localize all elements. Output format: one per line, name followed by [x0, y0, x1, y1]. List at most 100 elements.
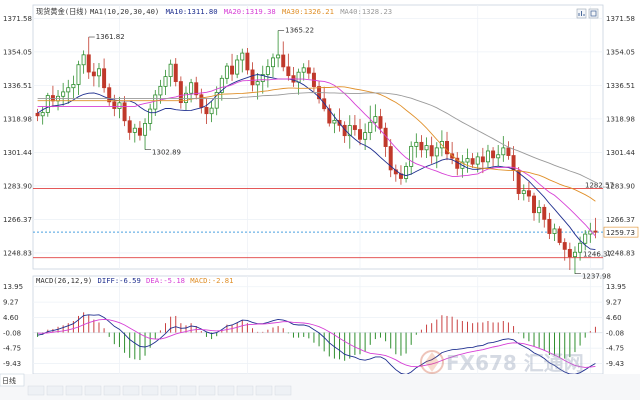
candle-body [485, 150, 490, 163]
candle-body [506, 147, 511, 156]
candle-body [183, 92, 188, 104]
bottom-tab [217, 385, 235, 396]
line-ma10 [37, 74, 596, 251]
candle-body [250, 69, 255, 86]
macd-y-tick-left-4: -4.75 [3, 345, 21, 353]
candle-body [168, 63, 173, 78]
candle-body [301, 67, 306, 73]
period-tab[interactable]: 日线 [0, 373, 25, 387]
candle-body [66, 87, 71, 93]
candle-body [547, 218, 552, 234]
candle-body [173, 63, 178, 82]
candle-body [583, 233, 588, 244]
candle-body [86, 54, 91, 73]
y-tick-right-2: 1336.51 [606, 82, 635, 90]
candle-body [281, 54, 286, 68]
candle-body [352, 125, 357, 130]
annotation-2: 1302.89 [152, 149, 181, 157]
candle-body [76, 64, 81, 85]
candle-body [148, 108, 153, 124]
bottom-tab [179, 385, 197, 396]
candle-body [537, 206, 542, 214]
candle-body [117, 102, 122, 109]
candle-body [373, 116, 378, 123]
line-ma20 [37, 78, 596, 237]
candle-body [552, 228, 557, 234]
y-tick-left-2: 1336.51 [3, 82, 32, 90]
y-tick-right-3: 1318.98 [606, 115, 635, 123]
expand-icon[interactable] [588, 8, 599, 19]
candle-body [230, 65, 235, 75]
bottom-tab [122, 385, 140, 396]
macd-legend-item-1: DIFF:-6.59 [98, 276, 141, 285]
candle-body [71, 84, 76, 89]
candle-body [347, 125, 352, 137]
annotation-0: 1361.82 [96, 33, 125, 41]
candle-body [327, 108, 332, 124]
bottom-tab [141, 385, 159, 396]
candle-body [470, 158, 475, 165]
candle-body [388, 146, 393, 171]
bottom-tab [84, 385, 102, 396]
bottom-tab [160, 385, 178, 396]
candle-body [219, 77, 224, 93]
candle-body [501, 147, 506, 156]
legend-item-0: MA1(10,20,30,40) [90, 7, 159, 16]
candle-body [61, 91, 66, 97]
candle-body [414, 141, 419, 147]
candle-body [209, 107, 214, 115]
chart-title: 现货黄金(日线) [36, 7, 88, 16]
candle-body [102, 68, 107, 89]
candle-body [260, 74, 265, 82]
moving-averages [37, 74, 596, 251]
candle-body [255, 81, 260, 86]
annotation-1: 1365.22 [285, 27, 314, 35]
y-tick-right-6: 1266.37 [606, 216, 635, 224]
macd-legend-item-3: MACD:-2.81 [190, 276, 233, 285]
candle-body [143, 123, 148, 136]
candle-body [96, 68, 101, 77]
candle-body [265, 66, 270, 75]
bottom-tab [236, 385, 254, 396]
settings-icon[interactable] [576, 8, 587, 19]
y-tick-right-0: 1371.58 [606, 15, 635, 23]
candle-body [332, 119, 337, 124]
horizontal-lines: 1282.57 1246.37 [33, 181, 614, 259]
candle-body [127, 120, 132, 133]
fx678-watermark: FX678 汇通网 [420, 350, 584, 375]
candle-body [521, 190, 526, 194]
y-tick-left-7: 1248.83 [3, 249, 32, 257]
candle-body [178, 81, 183, 103]
candle-body [245, 52, 250, 71]
price-tag-label: 1259.73 [606, 229, 635, 237]
y-tick-right-4: 1301.44 [606, 149, 635, 157]
legend: MA1(10,20,30,40) MA10:1311.80 MA20:1319.38… [36, 7, 392, 285]
candle-body [271, 57, 275, 68]
candle-body [153, 94, 158, 110]
candle-body [107, 87, 112, 103]
candle-body [296, 71, 301, 83]
candle-body [378, 116, 383, 129]
bottom-tab [46, 385, 64, 396]
price-tag-box [603, 226, 639, 238]
bottom-tab [255, 385, 273, 396]
candle-body [137, 127, 142, 136]
y-axis-labels: 1259.73 1371.58 1371.58 1354.05 1354.05 1336.… [3, 15, 639, 368]
candle-body [542, 206, 547, 220]
legend-item-4: MA40:1328.23 [340, 7, 392, 16]
legend-item-1: MA10:1311.80 [166, 7, 218, 16]
macd-y-tick-left-3: -0.08 [3, 329, 21, 337]
candle-body [496, 154, 501, 159]
candle-body [276, 54, 281, 59]
macd-y-tick-left-0: 13.95 [3, 283, 23, 291]
macd-y-tick-right-2: 4.60 [606, 314, 622, 322]
candle-body [35, 112, 40, 117]
candle-body [557, 228, 562, 243]
legend-item-3: MA30:1326.21 [282, 7, 334, 16]
bottom-tab [198, 385, 216, 396]
watermark-text: FX678 汇通网 [446, 351, 584, 375]
candle-body [562, 242, 567, 250]
bottom-tab [103, 385, 121, 396]
hline-label-1: 1246.37 [583, 251, 612, 259]
